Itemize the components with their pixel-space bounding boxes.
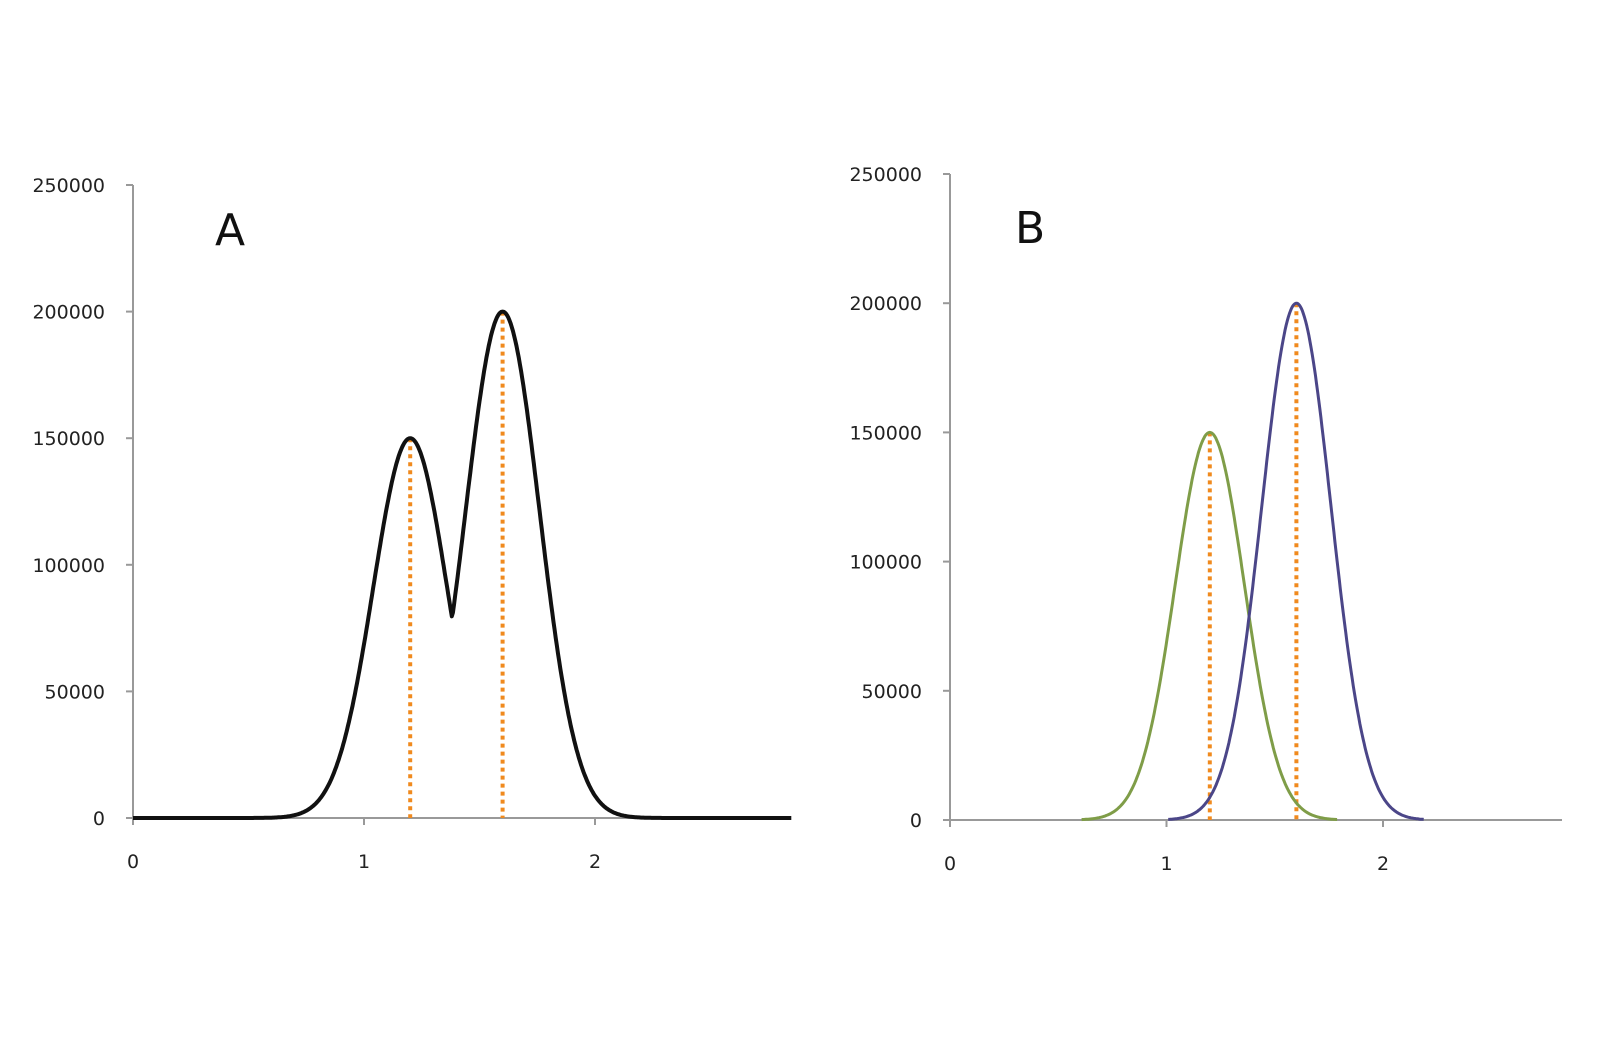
y-tick-label: 100000 — [32, 555, 105, 577]
y-tick-label: 150000 — [849, 422, 922, 444]
x-tick-label: 0 — [127, 851, 139, 873]
x-tick-label: 0 — [944, 853, 956, 875]
y-tick-label: 200000 — [32, 302, 105, 324]
series-line-peak-1 — [1081, 430, 1338, 822]
y-tick-label: 0 — [93, 808, 105, 830]
panel-a: 0 50000 100000 150000 200000 250000 0 1 2 A — [32, 175, 793, 873]
x-tick-label: 2 — [1377, 853, 1389, 875]
y-tick-label: 100000 — [849, 552, 922, 574]
x-tick-label: 1 — [358, 851, 370, 873]
panel-label: A — [215, 205, 245, 256]
y-tick-label: 250000 — [32, 175, 105, 197]
panel-label: B — [1015, 203, 1045, 254]
x-tick-label: 1 — [1160, 853, 1172, 875]
y-tick-label: 0 — [910, 810, 922, 832]
x-tick-label: 2 — [589, 851, 601, 873]
y-tick-label: 50000 — [45, 681, 105, 703]
y-tick-label: 150000 — [32, 428, 105, 450]
panel-b: 0 50000 100000 150000 200000 250000 0 1 2 B — [849, 164, 1562, 875]
y-tick-label: 200000 — [849, 293, 922, 315]
series-line-peak-2 — [1167, 301, 1425, 821]
y-tick-label: 50000 — [862, 681, 922, 703]
y-tick-label: 250000 — [849, 164, 922, 186]
series-line-combined — [132, 309, 793, 820]
